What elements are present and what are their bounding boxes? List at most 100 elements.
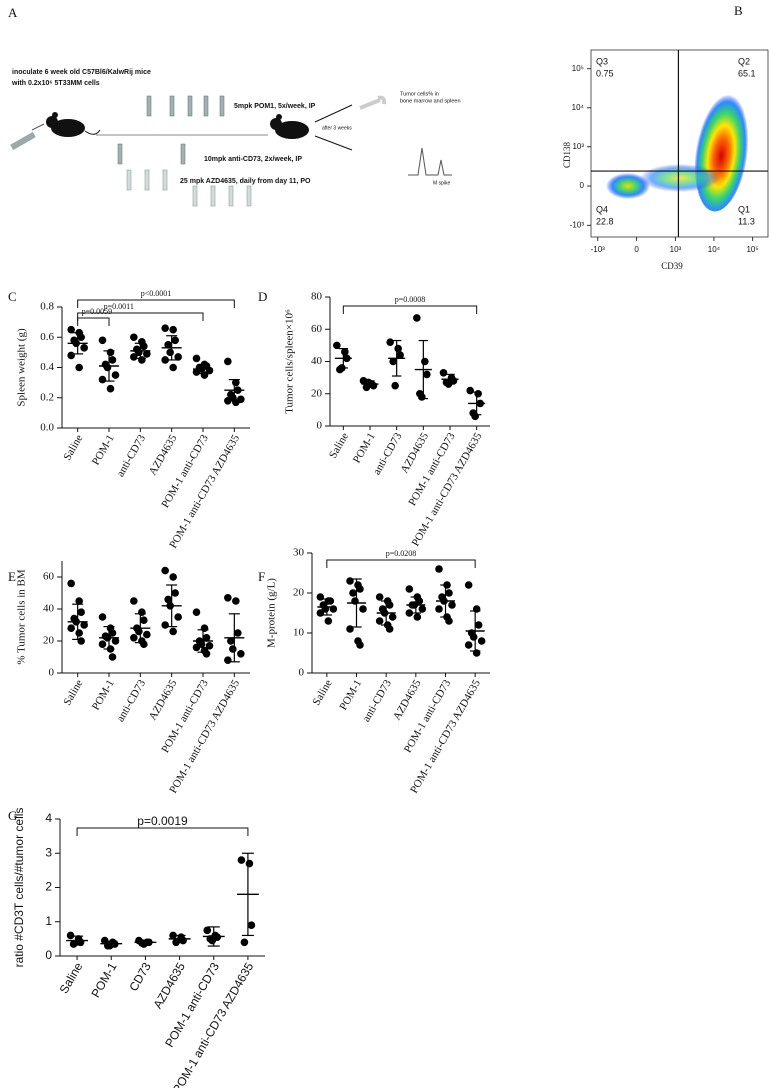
data-point xyxy=(477,637,486,645)
data-point xyxy=(192,643,201,652)
data-point xyxy=(98,375,107,384)
data-point xyxy=(472,605,481,613)
data-point xyxy=(166,348,174,357)
y-tick-label: 20 xyxy=(43,635,55,647)
y-tick-label: 1 xyxy=(45,914,52,928)
data-point xyxy=(192,354,201,363)
x-tick-label: Saline xyxy=(327,431,351,461)
data-point xyxy=(359,605,367,613)
quadrant-value: 0.75 xyxy=(596,68,614,78)
quadrant-value: 65.1 xyxy=(738,68,756,78)
data-point xyxy=(140,616,148,624)
p-value: p=0.0019 xyxy=(137,814,188,828)
data-point xyxy=(69,940,78,948)
panel-f: F 0 10 20 30 M-protein (g/L) Saline POM-1anti-C… xyxy=(258,547,490,795)
data-point xyxy=(171,589,179,597)
data-point xyxy=(394,344,402,353)
data-point xyxy=(346,625,354,633)
data-point xyxy=(229,645,237,653)
y-tick-label: 4 xyxy=(45,811,52,825)
panel-g: G 0 1 2 3 4 ratio #CD3T cells/#tumor cells Sali… xyxy=(8,808,265,1088)
data-point xyxy=(75,363,83,372)
data-point xyxy=(224,656,232,664)
data-point xyxy=(164,595,172,604)
x-tick-label: anti-CD73 xyxy=(115,677,149,724)
panel-e: E 0 20 40 60 % Tumor cells in BM Saline POM-1an… xyxy=(8,561,250,795)
data-point xyxy=(67,325,75,334)
quadrant-value: 11.3 xyxy=(738,216,755,226)
protocol-text: 25 mpk AZD4635, daily from day 11, PO xyxy=(180,178,311,185)
data-point xyxy=(108,653,117,661)
data-point xyxy=(316,609,325,617)
x-tick-label: POM-1 xyxy=(337,678,364,713)
protocol-text: Tumor cells% in xyxy=(400,91,439,97)
data-point xyxy=(386,338,394,346)
data-point xyxy=(224,396,232,405)
panel-c: C 0.0 0.2 0.4 0.6 0.8 Spleen weight (g) Saline P… xyxy=(8,289,250,550)
protocol-text: bone marrow and spleen xyxy=(400,98,461,104)
panel-label: D xyxy=(258,289,267,304)
x-tick-label: 10⁴ xyxy=(708,245,721,254)
data-point xyxy=(326,597,335,605)
data-point xyxy=(140,640,148,648)
data-point xyxy=(111,371,120,379)
data-point xyxy=(130,353,138,361)
data-point xyxy=(247,921,256,929)
y-tick-label: 0 xyxy=(317,420,323,432)
y-tick-label: 40 xyxy=(43,603,55,615)
significance-bracket xyxy=(77,299,235,308)
data-point xyxy=(80,621,88,629)
data-point xyxy=(385,625,394,633)
data-point xyxy=(435,565,443,573)
data-point xyxy=(375,617,384,625)
data-point xyxy=(474,389,482,398)
protocol-text: after 3 weeks xyxy=(322,125,352,131)
y-tick-label: 0 xyxy=(45,948,52,962)
data-point xyxy=(472,649,481,657)
data-point xyxy=(169,363,177,372)
data-point xyxy=(164,341,172,349)
panel-a: A inoculate 6 week old C57Bl6/KalwRij mi… xyxy=(8,5,461,207)
x-tick-label: CD73 xyxy=(126,960,154,994)
y-tick-label: 20 xyxy=(293,587,305,599)
y-tick-label: 30 xyxy=(293,547,305,559)
data-point xyxy=(161,356,169,364)
data-point xyxy=(364,378,373,387)
data-point xyxy=(423,370,431,379)
data-point xyxy=(391,381,399,390)
data-point xyxy=(324,617,333,625)
data-point xyxy=(418,393,426,401)
y-tick-label: 0 xyxy=(49,667,55,679)
significance-bracket xyxy=(77,317,110,326)
y-tick-label: 3 xyxy=(45,845,52,859)
significance-bracket xyxy=(342,305,478,314)
data-point xyxy=(108,356,117,364)
protocol-text: inoculate 6 week old C57Bl6/KalwRij mice xyxy=(12,69,151,76)
y-tick-label: 0 xyxy=(299,667,305,679)
data-point xyxy=(202,650,211,658)
quadrant-name: Q4 xyxy=(596,204,608,214)
quadrant-name: Q2 xyxy=(738,56,750,66)
data-point xyxy=(67,351,75,360)
data-point xyxy=(200,624,209,632)
quadrant-value: 22.8 xyxy=(596,216,614,226)
x-tick-label: Saline xyxy=(57,960,86,996)
y-tick-label: 10³ xyxy=(572,142,584,151)
data-point xyxy=(240,938,249,947)
data-point xyxy=(385,601,394,609)
x-axis-label: CD39 xyxy=(661,261,683,271)
data-point xyxy=(224,357,232,366)
data-point xyxy=(413,613,422,621)
y-tick-label: 20 xyxy=(311,387,323,399)
syringes-azd xyxy=(126,169,252,207)
p-value: p<0.0001 xyxy=(141,289,172,298)
panel-label: F xyxy=(258,569,265,584)
protocol-text: 10mpk anti-CD73, 2x/week, IP xyxy=(204,156,302,163)
data-point xyxy=(237,856,246,864)
data-point xyxy=(111,637,120,645)
data-point xyxy=(464,581,473,589)
data-point xyxy=(98,640,107,648)
y-tick-label: 80 xyxy=(311,291,323,303)
data-point xyxy=(179,936,187,945)
